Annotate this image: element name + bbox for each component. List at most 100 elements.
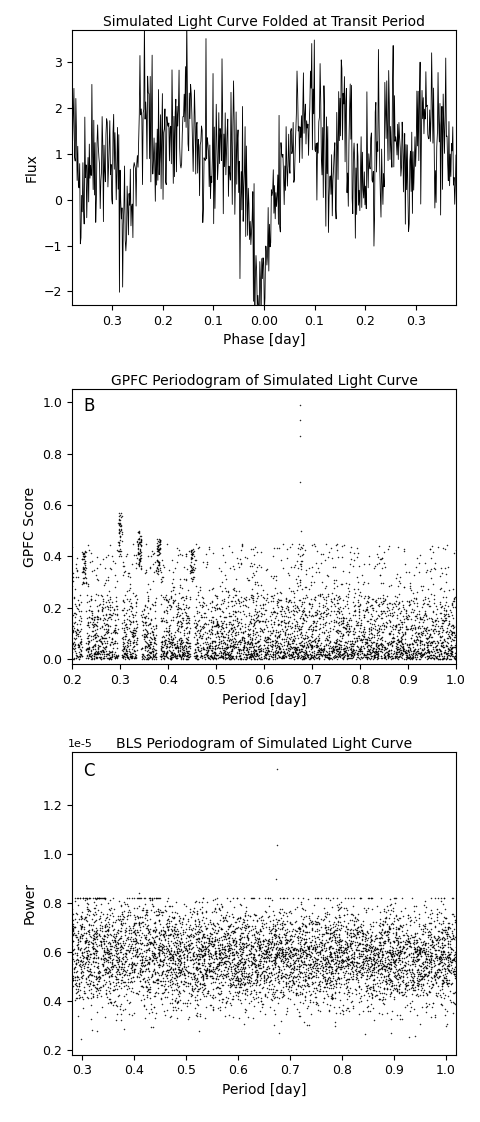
Point bbox=[98, 645, 106, 663]
Point bbox=[281, 921, 288, 939]
Point bbox=[390, 650, 397, 668]
Point bbox=[150, 628, 157, 646]
Point bbox=[287, 926, 295, 944]
Point bbox=[335, 895, 342, 913]
Point bbox=[264, 640, 272, 657]
Point bbox=[129, 638, 137, 656]
Point bbox=[393, 616, 400, 634]
Point bbox=[424, 647, 432, 665]
Point bbox=[335, 635, 343, 653]
Point bbox=[250, 588, 257, 606]
Point bbox=[182, 940, 190, 958]
Point bbox=[226, 946, 233, 964]
Point bbox=[333, 942, 341, 960]
Point bbox=[353, 934, 361, 951]
Point bbox=[261, 902, 269, 920]
Point bbox=[312, 617, 319, 635]
Point bbox=[72, 614, 79, 632]
Point bbox=[151, 987, 158, 1005]
Point bbox=[336, 900, 343, 918]
Point bbox=[284, 945, 291, 963]
Point bbox=[346, 937, 354, 955]
Point bbox=[348, 954, 356, 972]
Point bbox=[281, 607, 288, 625]
Point bbox=[260, 974, 268, 992]
Point bbox=[83, 900, 91, 918]
Point bbox=[432, 560, 439, 578]
Point bbox=[210, 646, 218, 664]
Point bbox=[212, 965, 219, 983]
Point bbox=[302, 917, 310, 935]
Point bbox=[213, 925, 220, 942]
Point bbox=[260, 953, 268, 971]
Point bbox=[278, 598, 286, 616]
Point bbox=[336, 939, 343, 957]
Point bbox=[408, 644, 415, 662]
Point bbox=[323, 646, 330, 664]
Point bbox=[421, 919, 429, 937]
Point bbox=[395, 920, 402, 938]
Point bbox=[146, 580, 154, 598]
Point bbox=[312, 620, 320, 638]
Point bbox=[316, 972, 324, 990]
Point bbox=[238, 650, 245, 668]
Point bbox=[142, 960, 150, 978]
Point bbox=[282, 592, 290, 610]
Point bbox=[177, 909, 184, 927]
Point bbox=[324, 649, 331, 666]
Point bbox=[304, 940, 312, 958]
Point bbox=[272, 928, 280, 946]
Point bbox=[420, 624, 427, 642]
Point bbox=[336, 589, 344, 607]
Point bbox=[126, 647, 134, 665]
Point bbox=[178, 635, 185, 653]
Point bbox=[297, 985, 304, 1003]
Point bbox=[92, 925, 99, 942]
Point bbox=[279, 957, 287, 975]
Point bbox=[90, 937, 97, 955]
Point bbox=[292, 985, 300, 1003]
Point bbox=[318, 938, 325, 956]
Point bbox=[71, 614, 78, 632]
Point bbox=[286, 941, 293, 959]
Point bbox=[372, 643, 380, 661]
Point bbox=[323, 948, 331, 966]
Point bbox=[164, 929, 172, 947]
Point bbox=[447, 650, 455, 668]
Point bbox=[350, 603, 358, 620]
Point bbox=[255, 637, 263, 655]
Point bbox=[96, 609, 104, 627]
Point bbox=[287, 640, 294, 657]
Point bbox=[218, 940, 226, 958]
Point bbox=[342, 623, 349, 641]
Point bbox=[353, 964, 361, 982]
Point bbox=[223, 967, 230, 985]
Point bbox=[376, 954, 384, 972]
Point bbox=[374, 589, 382, 607]
Point bbox=[386, 635, 394, 653]
Point bbox=[343, 1001, 350, 1019]
Point bbox=[132, 956, 140, 974]
Point bbox=[297, 597, 305, 615]
Point bbox=[420, 645, 427, 663]
Point bbox=[179, 913, 186, 931]
Point bbox=[374, 960, 382, 978]
Point bbox=[96, 927, 104, 945]
Point bbox=[344, 623, 351, 641]
Point bbox=[308, 625, 316, 643]
Point bbox=[362, 956, 370, 974]
Point bbox=[82, 968, 90, 986]
Point bbox=[228, 607, 235, 625]
Point bbox=[341, 951, 348, 969]
Point bbox=[151, 608, 159, 626]
Point bbox=[94, 570, 101, 588]
Point bbox=[220, 641, 228, 659]
Point bbox=[147, 901, 155, 919]
Point bbox=[190, 926, 197, 944]
Point bbox=[206, 925, 214, 942]
Point bbox=[294, 976, 302, 994]
Point bbox=[73, 561, 81, 579]
Point bbox=[444, 629, 452, 647]
Point bbox=[121, 586, 129, 604]
Point bbox=[339, 951, 347, 969]
